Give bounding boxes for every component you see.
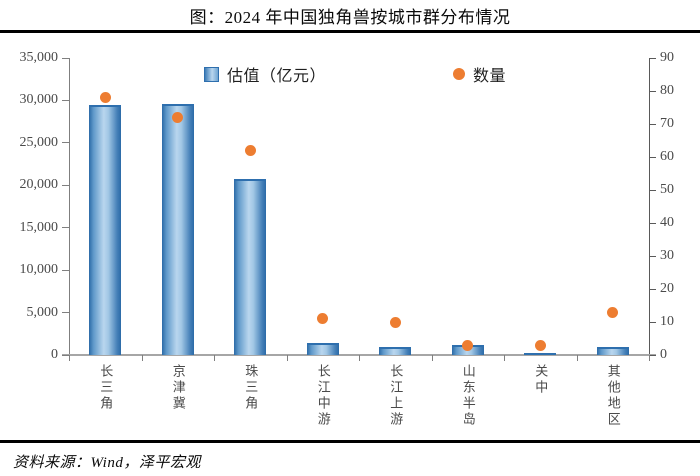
estimate-bar: [306, 343, 339, 355]
count-dot: [317, 313, 329, 325]
left-axis-tick: [62, 354, 69, 356]
right-axis-tick-label: 70: [660, 116, 674, 131]
right-axis-tick-label: 30: [660, 248, 674, 263]
count-dot: [389, 316, 401, 328]
x-category-label: 关中: [533, 364, 549, 396]
count-dot: [244, 144, 256, 156]
left-axis-tick: [62, 142, 69, 144]
legend-bar-label: 估值（亿元）: [227, 68, 327, 85]
right-axis-tick: [649, 288, 656, 290]
x-category-label: 珠三角: [243, 364, 259, 412]
left-axis-tick: [62, 312, 69, 314]
left-axis-tick: [62, 57, 69, 59]
right-axis-tick: [649, 123, 656, 125]
right-axis-tick-label: 90: [660, 50, 674, 65]
left-axis-tick-label: 0: [51, 347, 58, 362]
x-axis-tick: [504, 355, 505, 361]
right-axis-tick: [649, 354, 656, 356]
x-axis-tick: [214, 355, 215, 361]
right-axis-tick-label: 80: [660, 83, 674, 98]
x-axis-tick: [69, 355, 70, 361]
count-dot: [462, 339, 474, 351]
count-dot: [607, 306, 619, 318]
x-category-label: 山东半岛: [460, 364, 476, 428]
right-axis-tick: [649, 156, 656, 158]
right-axis-tick-label: 20: [660, 281, 674, 296]
right-axis-tick: [649, 222, 656, 224]
right-axis-tick: [649, 189, 656, 191]
left-axis-tick-label: 10,000: [19, 262, 59, 278]
dot-series-swatch-icon: [453, 68, 465, 80]
x-axis-tick: [431, 355, 433, 361]
right-axis-tick: [649, 255, 656, 257]
left-axis-tick: [62, 227, 69, 229]
x-category-label: 长三角: [98, 364, 114, 412]
legend-item-count: 数量: [453, 62, 506, 86]
count-dot: [534, 339, 546, 351]
bar-series-swatch-icon: [204, 66, 219, 82]
right-axis-tick-label: 40: [660, 215, 674, 230]
chart-title: 图：2024 年中国独角兽按城市群分布情况: [189, 8, 511, 27]
x-category-label: 长江上游: [388, 364, 404, 428]
right-axis-tick: [649, 57, 656, 59]
bottom-rule: [0, 440, 700, 443]
left-axis-tick: [62, 184, 69, 186]
source-note: 资料来源：Wind，泽平宏观: [13, 455, 201, 471]
x-axis-tick: [576, 355, 578, 361]
right-axis-tick: [649, 90, 656, 92]
x-category-label: 长江中游: [315, 364, 331, 428]
estimate-bar: [379, 346, 412, 355]
estimate-bar: [596, 346, 629, 355]
x-category-label: 京津冀: [170, 364, 186, 412]
left-axis-tick-label: 5,000: [26, 304, 59, 320]
left-axis-tick: [62, 99, 69, 101]
right-axis-tick-label: 60: [660, 149, 674, 164]
left-axis-tick-label: 25,000: [19, 134, 59, 150]
count-dot: [172, 111, 184, 123]
legend-item-estimate: 估值（亿元）: [204, 62, 326, 86]
x-category-label: 其他地区: [605, 364, 621, 428]
right-axis-tick-label: 50: [660, 182, 674, 197]
right-axis-tick-label: 0: [660, 347, 667, 362]
x-axis-tick: [649, 355, 650, 361]
right-axis-tick-label: 10: [660, 314, 674, 329]
x-axis-tick: [359, 355, 360, 361]
left-axis-tick: [62, 269, 69, 271]
legend-dot-label: 数量: [473, 68, 507, 85]
left-axis-tick-label: 35,000: [19, 50, 59, 65]
estimate-bar: [234, 179, 267, 355]
top-rule: [0, 30, 700, 33]
left-y-axis-line: [69, 58, 70, 355]
x-axis-tick: [141, 355, 143, 361]
left-axis-tick-label: 30,000: [19, 92, 59, 108]
estimate-bar: [524, 353, 557, 356]
estimate-bar: [161, 103, 194, 355]
left-axis-tick-label: 15,000: [19, 219, 59, 235]
left-axis-tick-label: 20,000: [19, 177, 59, 193]
x-axis-tick: [286, 355, 288, 361]
estimate-bar: [89, 104, 122, 355]
count-dot: [99, 92, 111, 104]
right-axis-tick: [649, 321, 656, 323]
right-y-axis-line: [649, 58, 650, 355]
